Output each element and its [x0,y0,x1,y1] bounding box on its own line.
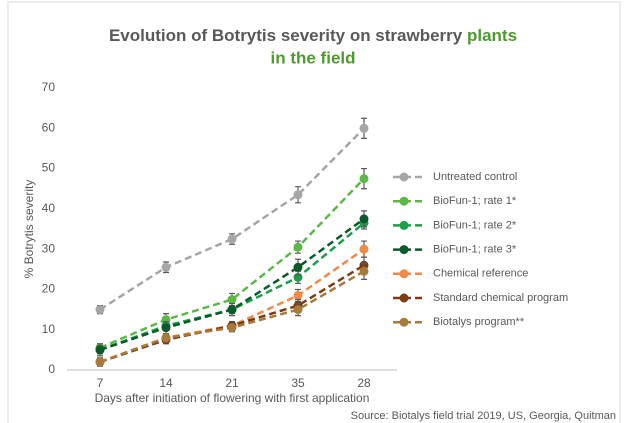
marker [359,123,369,133]
y-tick-label: 0 [48,362,55,376]
marker [293,242,303,252]
y-tick-label: 10 [42,322,56,336]
legend-marker [399,220,409,230]
series-line [99,177,365,349]
marker [293,190,303,200]
x-tick-label: 14 [159,376,173,390]
title-part: plants [467,26,517,45]
legend-marker [399,293,409,303]
marker [95,357,105,367]
legend-label: BioFun-1; rate 3* [433,244,517,256]
source: Source: Biotalys field trial 2019, US, G… [351,410,616,422]
x-tick-label: 21 [225,376,239,390]
y-tick-label: 30 [42,241,56,255]
frame [7,1,621,423]
marker [359,174,369,184]
y-tick-label: 50 [42,161,56,175]
chart-title: Evolution of Botrytis severity on strawb… [109,26,517,45]
marker [293,262,303,272]
marker [359,266,369,276]
marker [161,323,171,333]
legend-label: Biotalys program** [433,316,525,328]
chart-title: in the field [271,48,356,67]
legend-label: Chemical reference [433,268,528,280]
marker [293,290,303,300]
legend-label: Untreated control [433,171,517,183]
y-tick-label: 70 [42,80,56,94]
x-tick-label: 28 [357,376,371,390]
marker [161,262,171,272]
marker [359,244,369,254]
legend-label: BioFun-1; rate 1* [433,195,517,207]
legend-marker [399,269,409,279]
series-line [99,127,365,311]
x-tick-label: 35 [291,376,305,390]
legend-label: Standard chemical program [433,292,568,304]
legend-label: BioFun-1; rate 2* [433,219,517,231]
legend-marker [399,196,409,206]
marker [227,323,237,333]
legend-marker [399,172,409,182]
marker [227,305,237,315]
legend-marker [399,317,409,327]
title-part: Evolution of Botrytis severity on strawb… [109,26,463,45]
x-axis-label: Days after initiation of flowering with … [95,391,370,405]
y-tick-label: 20 [42,282,56,296]
x-tick-label: 7 [97,376,104,390]
marker [359,214,369,224]
marker [293,305,303,315]
y-tick-label: 60 [42,120,56,134]
marker [227,295,237,304]
marker [227,234,237,244]
y-axis-label: % Botrytis severity [22,180,36,279]
marker [95,345,105,355]
legend-marker [399,245,409,255]
marker [95,305,105,315]
y-tick-label: 40 [42,201,56,215]
marker [161,333,171,343]
